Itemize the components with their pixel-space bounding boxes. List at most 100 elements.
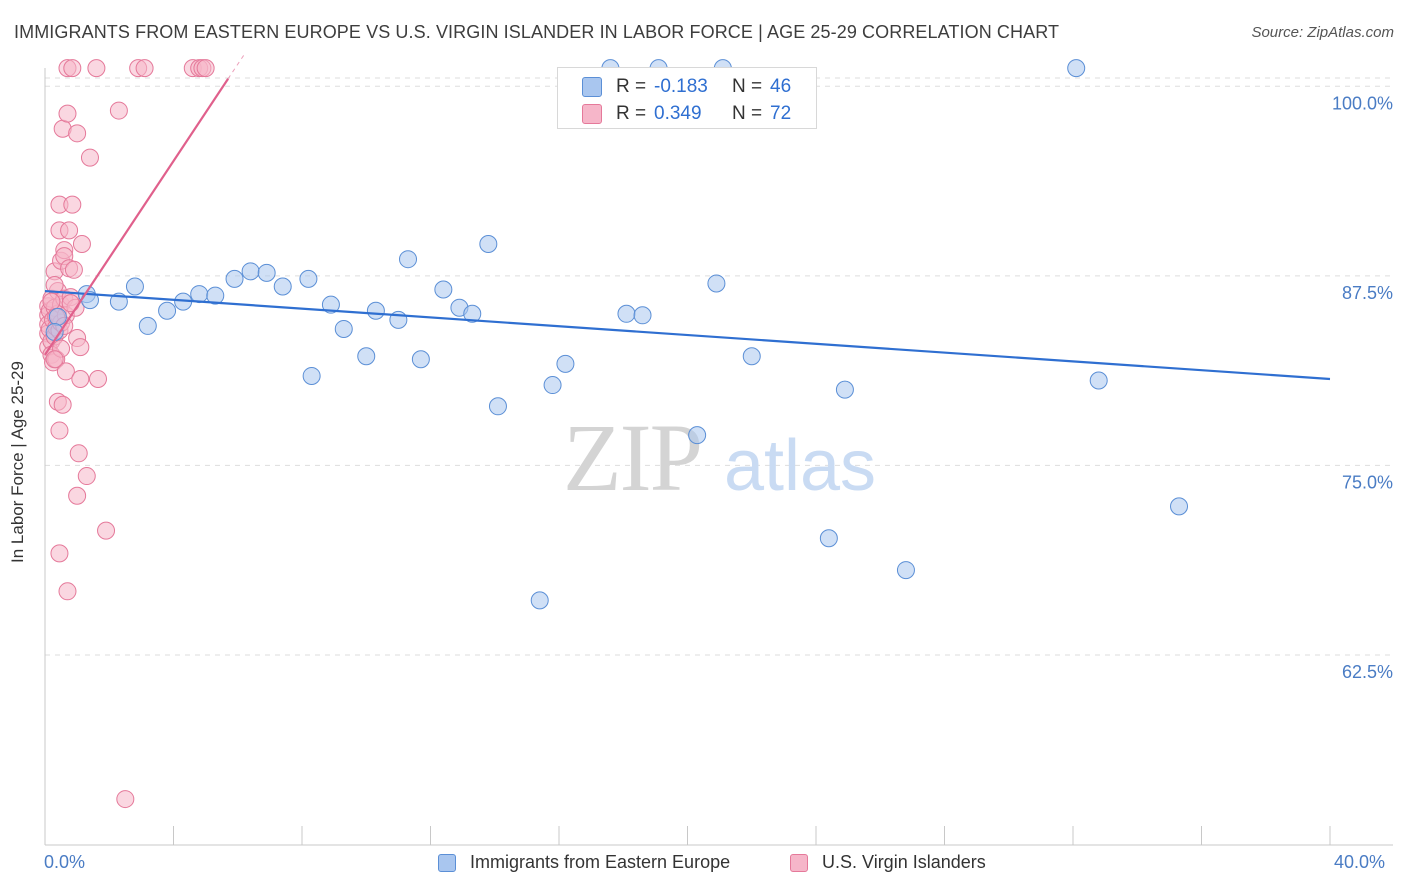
virgin-islanders-point (60, 221, 79, 240)
virgin-islanders-point (97, 521, 116, 540)
stats-r-value: 0.349 (654, 103, 702, 124)
virgin-islanders-point (71, 338, 90, 357)
watermark-atlas: atlas (724, 426, 876, 506)
eastern-europe-point (819, 529, 838, 548)
virgin-islanders-point (109, 101, 128, 120)
virgin-islanders-point (45, 350, 64, 369)
stats-swatch-blue (582, 77, 602, 97)
eastern-europe-point (399, 250, 418, 269)
y-tick-label: 75.0% (1342, 472, 1393, 492)
legend-swatch-blue (438, 853, 456, 872)
virgin-islanders-trendline-extension (227, 51, 247, 80)
virgin-islanders-points (39, 59, 215, 809)
virgin-islanders-point (71, 369, 90, 388)
legend-label-eastern-europe: Immigrants from Eastern Europe (470, 852, 731, 872)
gridlines (45, 77, 1393, 656)
eastern-europe-point (688, 426, 707, 445)
eastern-europe-point (707, 274, 726, 293)
eastern-europe-point (488, 397, 507, 416)
eastern-europe-point (1170, 497, 1189, 516)
eastern-europe-point (125, 277, 144, 296)
stats-n-value: 46 (770, 76, 792, 97)
eastern-europe-point (334, 319, 353, 338)
eastern-europe-point (1067, 59, 1086, 78)
eastern-europe-point (896, 561, 915, 580)
virgin-islanders-point (64, 260, 83, 279)
eastern-europe-point (225, 269, 244, 288)
stats-n-value: 72 (770, 103, 792, 124)
virgin-islanders-point (87, 59, 106, 78)
virgin-islanders-point (50, 544, 69, 563)
virgin-islanders-point (72, 235, 91, 254)
eastern-europe-point (1089, 371, 1108, 390)
eastern-europe-point (206, 286, 225, 305)
x-tick-label-max: 40.0% (1334, 852, 1386, 872)
eastern-europe-point (479, 235, 498, 254)
eastern-europe-points (45, 59, 1189, 610)
chart-source: Source: ZipAtlas.com (1251, 24, 1394, 41)
eastern-europe-point (434, 280, 453, 299)
stats-swatch-pink (582, 104, 602, 124)
eastern-europe-point (302, 366, 321, 385)
eastern-europe-point (357, 347, 376, 366)
y-tick-label: 100.0% (1332, 93, 1393, 113)
eastern-europe-point (742, 347, 761, 366)
virgin-islanders-point (58, 582, 77, 601)
eastern-europe-point (617, 304, 636, 323)
eastern-europe-point (530, 591, 549, 610)
eastern-europe-point (321, 295, 340, 314)
x-tick-label-min: 0.0% (44, 852, 86, 872)
legend-label-virgin-islanders: U.S. Virgin Islanders (822, 852, 986, 872)
eastern-europe-point (411, 350, 430, 369)
axes (44, 68, 1393, 846)
eastern-europe-point (241, 262, 260, 281)
eastern-europe-point (158, 301, 177, 320)
eastern-europe-point (257, 263, 276, 282)
stats-r-label: R = (616, 76, 647, 97)
eastern-europe-point (190, 285, 209, 304)
eastern-europe-point (633, 306, 652, 325)
y-tick-label: 87.5% (1342, 283, 1393, 303)
y-axis-label: In Labor Force | Age 25-29 (8, 361, 27, 563)
virgin-islanders-point (80, 148, 99, 167)
virgin-islanders-point (196, 59, 215, 78)
virgin-islanders-trendline (44, 78, 230, 356)
eastern-europe-point (138, 316, 157, 335)
stats-r-label: R = (616, 103, 647, 124)
virgin-islanders-point (58, 104, 77, 123)
stats-r-value: -0.183 (654, 76, 708, 97)
virgin-islanders-point (53, 395, 72, 414)
legend-swatch-pink (790, 853, 808, 872)
virgin-islanders-point (89, 369, 108, 388)
eastern-europe-point (48, 307, 67, 326)
y-tick-labels: 62.5% 75.0% 87.5% 100.0% (1332, 93, 1393, 682)
eastern-europe-point (463, 304, 482, 323)
stats-n-label: N = (732, 76, 763, 97)
stats-n-label: N = (732, 103, 763, 124)
virgin-islanders-point (69, 444, 88, 463)
watermark: ZIP atlas (563, 404, 876, 511)
virgin-islanders-point (63, 59, 82, 78)
legend-item-virgin-islanders[interactable]: U.S. Virgin Islanders (790, 852, 986, 873)
virgin-islanders-point (77, 467, 96, 486)
legend-item-eastern-europe[interactable]: Immigrants from Eastern Europe (438, 852, 730, 873)
virgin-islanders-point (68, 486, 87, 505)
eastern-europe-point (273, 277, 292, 296)
trendlines (44, 51, 1331, 381)
virgin-islanders-point (116, 790, 135, 809)
eastern-europe-point (543, 376, 562, 395)
watermark-zip: ZIP (563, 404, 701, 511)
virgin-islanders-point (63, 195, 82, 214)
eastern-europe-point (299, 269, 318, 288)
virgin-islanders-point (61, 294, 80, 313)
y-tick-label: 62.5% (1342, 662, 1393, 682)
virgin-islanders-point (42, 292, 61, 311)
eastern-europe-trendline (44, 289, 1331, 381)
chart-title: IMMIGRANTS FROM EASTERN EUROPE VS U.S. V… (14, 22, 1060, 42)
virgin-islanders-point (50, 421, 69, 440)
virgin-islanders-point (135, 59, 154, 78)
virgin-islanders-point (68, 124, 87, 143)
eastern-europe-point (556, 354, 575, 373)
eastern-europe-point (366, 301, 385, 320)
